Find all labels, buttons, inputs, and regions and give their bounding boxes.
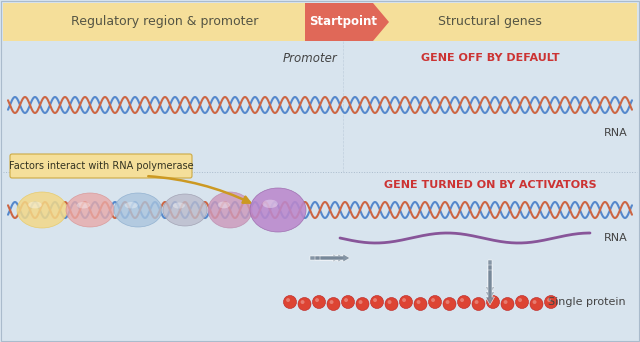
Circle shape <box>356 298 369 311</box>
Ellipse shape <box>114 193 162 227</box>
Circle shape <box>504 300 508 304</box>
Circle shape <box>402 298 406 302</box>
Text: RNA: RNA <box>604 128 628 138</box>
Ellipse shape <box>66 193 114 227</box>
Circle shape <box>342 295 355 308</box>
Circle shape <box>445 300 449 304</box>
Ellipse shape <box>28 201 42 208</box>
Circle shape <box>344 298 348 302</box>
Ellipse shape <box>125 202 138 209</box>
Circle shape <box>312 295 326 308</box>
Text: Promoter: Promoter <box>283 52 337 65</box>
Circle shape <box>373 298 377 302</box>
Circle shape <box>298 298 311 311</box>
FancyArrow shape <box>315 254 345 262</box>
Ellipse shape <box>163 194 207 226</box>
Circle shape <box>475 300 479 304</box>
Ellipse shape <box>262 200 278 208</box>
Ellipse shape <box>17 192 67 228</box>
Ellipse shape <box>250 188 306 232</box>
Circle shape <box>547 298 551 302</box>
Polygon shape <box>305 3 389 41</box>
Ellipse shape <box>208 192 252 228</box>
Circle shape <box>501 298 514 311</box>
FancyArrow shape <box>486 260 495 295</box>
Circle shape <box>431 298 435 302</box>
FancyArrow shape <box>486 265 495 300</box>
Circle shape <box>301 300 305 304</box>
Circle shape <box>286 298 290 302</box>
Circle shape <box>532 300 536 304</box>
Circle shape <box>284 295 296 308</box>
Circle shape <box>458 295 470 308</box>
Circle shape <box>530 298 543 311</box>
Circle shape <box>315 298 319 302</box>
Text: Single protein: Single protein <box>548 297 626 307</box>
Text: Structural genes: Structural genes <box>438 15 542 28</box>
Circle shape <box>460 298 464 302</box>
Circle shape <box>489 298 493 302</box>
Text: Regulatory region & promoter: Regulatory region & promoter <box>71 15 259 28</box>
FancyArrow shape <box>320 254 350 262</box>
Circle shape <box>429 295 442 308</box>
FancyBboxPatch shape <box>10 154 192 178</box>
FancyArrow shape <box>486 270 495 305</box>
Bar <box>3 3 637 41</box>
Text: GENE OFF BY DEFAULT: GENE OFF BY DEFAULT <box>420 53 559 63</box>
Circle shape <box>472 298 485 311</box>
FancyArrow shape <box>310 254 340 262</box>
Circle shape <box>515 295 529 308</box>
Circle shape <box>486 295 499 308</box>
Circle shape <box>371 295 383 308</box>
Circle shape <box>327 298 340 311</box>
Circle shape <box>388 300 392 304</box>
Circle shape <box>443 298 456 311</box>
Circle shape <box>385 298 398 311</box>
Text: Factors interact with RNA polymerase: Factors interact with RNA polymerase <box>9 161 193 171</box>
Ellipse shape <box>173 202 185 209</box>
Ellipse shape <box>77 202 90 209</box>
Text: GENE TURNED ON BY ACTIVATORS: GENE TURNED ON BY ACTIVATORS <box>384 180 596 190</box>
Circle shape <box>518 298 522 302</box>
Circle shape <box>358 300 362 304</box>
Ellipse shape <box>218 201 230 208</box>
Circle shape <box>545 295 557 308</box>
Circle shape <box>414 298 427 311</box>
Text: RNA: RNA <box>604 233 628 243</box>
Circle shape <box>330 300 333 304</box>
Circle shape <box>399 295 413 308</box>
Text: Startpoint: Startpoint <box>309 15 377 28</box>
Circle shape <box>417 300 420 304</box>
